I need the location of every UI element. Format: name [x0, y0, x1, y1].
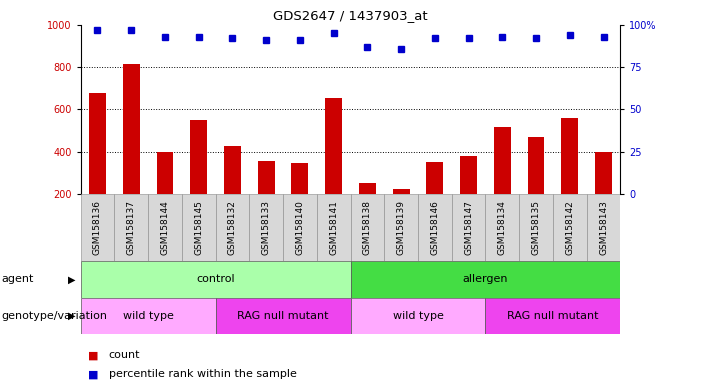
Bar — [292, 163, 308, 194]
Bar — [182, 194, 216, 261]
Bar — [595, 152, 612, 194]
Bar — [418, 194, 451, 261]
Text: GSM158140: GSM158140 — [295, 200, 304, 255]
Text: allergen: allergen — [463, 274, 508, 285]
Text: GSM158142: GSM158142 — [565, 200, 574, 255]
Text: GSM158139: GSM158139 — [397, 200, 406, 255]
Text: control: control — [196, 274, 235, 285]
Bar — [114, 194, 148, 261]
Bar — [426, 162, 443, 194]
Bar — [216, 298, 350, 334]
Text: ■: ■ — [88, 350, 98, 360]
Bar — [384, 194, 418, 261]
Bar — [148, 194, 182, 261]
Title: GDS2647 / 1437903_at: GDS2647 / 1437903_at — [273, 9, 428, 22]
Bar — [224, 146, 241, 194]
Bar — [81, 194, 114, 261]
Text: GSM158132: GSM158132 — [228, 200, 237, 255]
Bar — [81, 261, 350, 298]
Text: GSM158145: GSM158145 — [194, 200, 203, 255]
Text: GSM158146: GSM158146 — [430, 200, 440, 255]
Text: GSM158137: GSM158137 — [127, 200, 136, 255]
Text: RAG null mutant: RAG null mutant — [237, 311, 329, 321]
Bar — [123, 64, 139, 194]
Bar — [250, 194, 283, 261]
Bar — [156, 152, 173, 194]
Bar — [283, 194, 317, 261]
Text: RAG null mutant: RAG null mutant — [507, 311, 599, 321]
Bar — [81, 298, 216, 334]
Text: GSM158138: GSM158138 — [363, 200, 372, 255]
Text: wild type: wild type — [393, 311, 444, 321]
Bar — [562, 118, 578, 194]
Text: GSM158135: GSM158135 — [531, 200, 540, 255]
Bar — [89, 93, 106, 194]
Text: GSM158133: GSM158133 — [261, 200, 271, 255]
Bar — [317, 194, 350, 261]
Bar — [325, 98, 342, 194]
Bar — [460, 156, 477, 194]
Text: GSM158143: GSM158143 — [599, 200, 608, 255]
Text: ▶: ▶ — [69, 311, 76, 321]
Text: percentile rank within the sample: percentile rank within the sample — [109, 369, 297, 379]
Bar — [359, 184, 376, 194]
Text: genotype/variation: genotype/variation — [1, 311, 107, 321]
Text: GSM158144: GSM158144 — [161, 200, 170, 255]
Text: ■: ■ — [88, 369, 98, 379]
Bar — [519, 194, 553, 261]
Bar — [485, 298, 620, 334]
Text: GSM158136: GSM158136 — [93, 200, 102, 255]
Bar — [216, 194, 250, 261]
Text: agent: agent — [1, 274, 34, 285]
Bar — [451, 194, 485, 261]
Bar — [528, 137, 545, 194]
Bar — [350, 298, 485, 334]
Bar — [190, 120, 207, 194]
Bar — [485, 194, 519, 261]
Text: ▶: ▶ — [69, 274, 76, 285]
Text: wild type: wild type — [123, 311, 174, 321]
Bar — [258, 161, 275, 194]
Text: GSM158134: GSM158134 — [498, 200, 507, 255]
Bar — [494, 127, 511, 194]
Text: GSM158141: GSM158141 — [329, 200, 338, 255]
Text: GSM158147: GSM158147 — [464, 200, 473, 255]
Bar — [587, 194, 620, 261]
Text: count: count — [109, 350, 140, 360]
Bar — [393, 189, 409, 194]
Bar — [553, 194, 587, 261]
Bar — [350, 194, 384, 261]
Bar — [350, 261, 620, 298]
